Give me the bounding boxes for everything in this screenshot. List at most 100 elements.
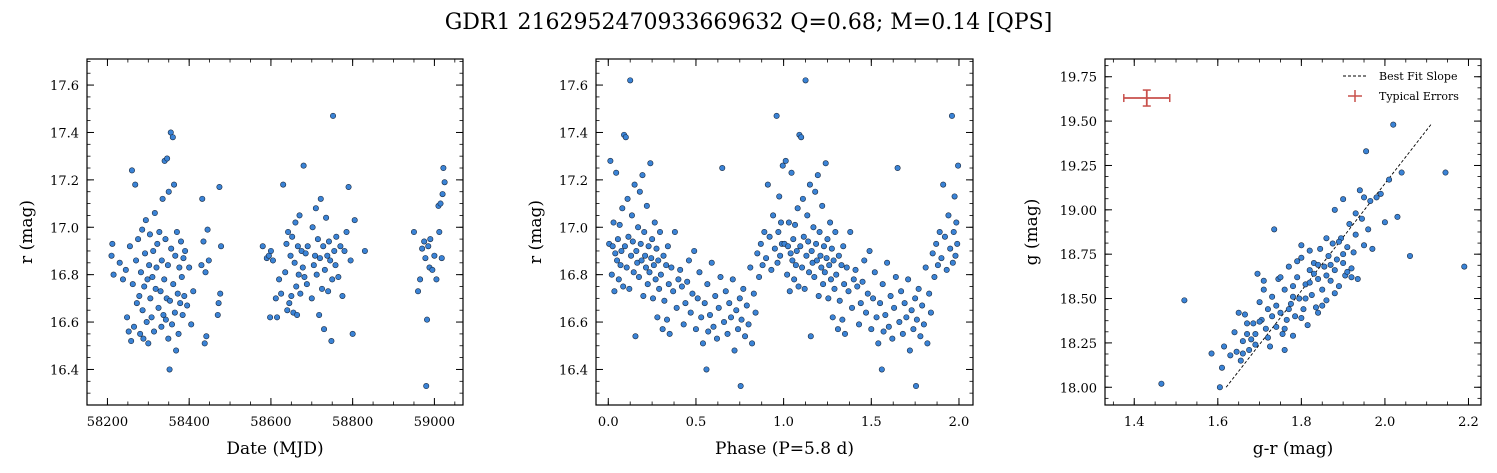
x-axis-label: Date (MJD) xyxy=(226,439,323,459)
data-point xyxy=(157,288,164,295)
data-point xyxy=(151,328,158,335)
y-tick-label: 16.4 xyxy=(559,363,588,378)
data-point xyxy=(1237,357,1244,364)
data-point xyxy=(833,271,840,278)
data-point xyxy=(1302,295,1309,302)
data-point xyxy=(285,229,292,236)
data-point xyxy=(651,219,658,226)
data-point xyxy=(441,179,448,186)
data-point xyxy=(178,238,185,245)
data-point xyxy=(1269,313,1276,320)
data-point xyxy=(1281,286,1288,293)
data-point xyxy=(126,243,133,250)
data-point xyxy=(182,247,189,254)
data-point xyxy=(190,288,197,295)
data-point xyxy=(861,257,868,264)
data-point xyxy=(1158,380,1165,387)
y-tick-label: 16.6 xyxy=(50,316,79,331)
data-point xyxy=(766,233,773,240)
x-tick-label: 2.0 xyxy=(949,415,970,430)
data-point xyxy=(427,236,434,243)
data-point xyxy=(320,243,327,250)
data-point xyxy=(770,212,777,219)
x-tick-label: 0.5 xyxy=(686,415,707,430)
data-point xyxy=(1227,352,1234,359)
data-point xyxy=(915,285,922,292)
data-point xyxy=(140,335,147,342)
data-point xyxy=(1298,254,1305,261)
data-point xyxy=(626,285,633,292)
data-point xyxy=(422,255,429,262)
data-point xyxy=(850,276,857,283)
data-point xyxy=(835,252,842,259)
data-point xyxy=(631,181,638,188)
data-point xyxy=(825,295,832,302)
data-point xyxy=(1381,219,1388,226)
legend: Best Fit Slope Typical Errors xyxy=(1343,70,1459,103)
data-point xyxy=(156,229,163,236)
data-point xyxy=(644,281,651,288)
data-point xyxy=(692,326,699,333)
data-point xyxy=(810,224,817,231)
x-tick-label: 2.2 xyxy=(1458,415,1479,430)
data-point xyxy=(345,183,352,190)
data-point xyxy=(715,304,722,311)
data-point xyxy=(802,77,809,84)
y-tick-label: 19.00 xyxy=(1060,204,1097,219)
data-point xyxy=(807,333,814,340)
data-point xyxy=(694,295,701,302)
y-tick-label: 19.25 xyxy=(1060,159,1097,174)
data-point xyxy=(141,283,148,290)
data-point xyxy=(267,314,274,321)
data-point xyxy=(800,233,807,240)
data-point xyxy=(341,247,348,254)
data-point xyxy=(429,266,436,273)
data-point xyxy=(630,269,637,276)
data-point xyxy=(821,269,828,276)
data-point xyxy=(198,262,205,269)
data-point xyxy=(882,311,889,318)
y-tick-label: 16.8 xyxy=(50,269,79,284)
data-point xyxy=(165,335,172,342)
data-point xyxy=(792,262,799,269)
data-point xyxy=(625,233,632,240)
data-point xyxy=(655,257,662,264)
data-point xyxy=(287,252,294,259)
data-point xyxy=(913,383,920,390)
data-point xyxy=(139,307,146,314)
data-point xyxy=(1256,299,1263,306)
data-point xyxy=(1390,121,1397,128)
data-point xyxy=(754,250,761,257)
data-point xyxy=(653,245,660,252)
data-point xyxy=(293,283,300,290)
data-point xyxy=(316,311,323,318)
y-tick-label: 17.2 xyxy=(50,174,79,189)
data-point xyxy=(863,309,870,316)
data-point xyxy=(687,309,694,316)
data-point xyxy=(820,243,827,250)
data-point xyxy=(1394,213,1401,220)
data-point xyxy=(691,247,698,254)
data-point xyxy=(1279,331,1286,338)
data-point xyxy=(289,233,296,240)
data-point xyxy=(678,283,685,290)
data-point xyxy=(421,238,428,245)
x-axis-label: Phase (P=5.8 d) xyxy=(715,439,854,459)
data-point xyxy=(1361,242,1368,249)
data-point xyxy=(1239,338,1246,345)
data-point xyxy=(147,295,154,302)
data-point xyxy=(616,221,623,228)
data-point xyxy=(1306,267,1313,274)
data-point xyxy=(735,326,742,333)
data-point xyxy=(274,314,281,321)
data-point xyxy=(1252,331,1259,338)
data-point xyxy=(619,205,626,212)
data-point xyxy=(612,250,619,257)
data-point xyxy=(351,217,358,224)
data-point xyxy=(205,257,212,264)
data-point xyxy=(840,243,847,250)
data-point xyxy=(186,264,193,271)
y-axis-label: g (mag) xyxy=(1022,199,1042,266)
data-point xyxy=(146,231,153,238)
data-point xyxy=(841,330,848,337)
